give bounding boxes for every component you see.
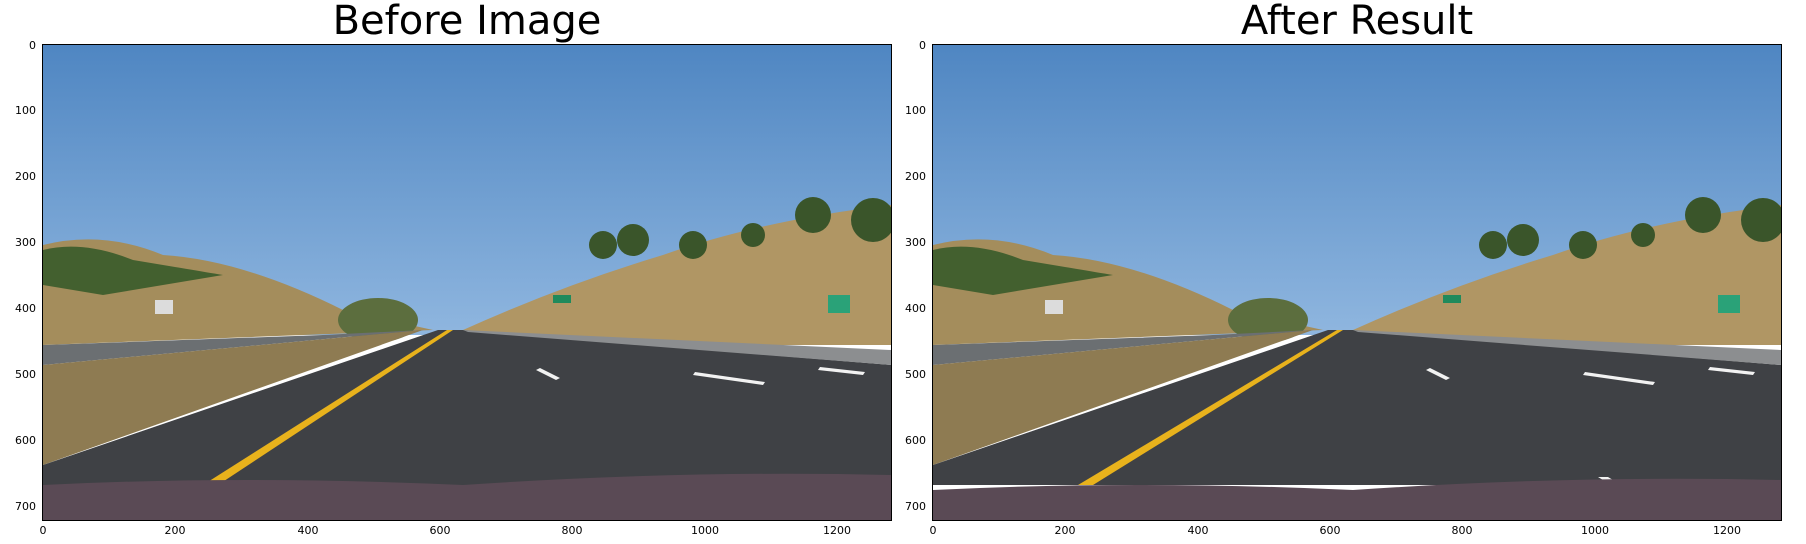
x-tick-label: 600 (429, 524, 451, 537)
x-tick-label: 200 (164, 524, 186, 537)
x-tick-label: 600 (1319, 524, 1341, 537)
road-scene-image (43, 45, 891, 520)
x-tick-label: 400 (297, 524, 319, 537)
road-scene-image (933, 45, 1781, 520)
y-tick-label: 600 (15, 434, 36, 447)
y-tick-label: 100 (905, 104, 926, 117)
x-tick-label: 0 (929, 524, 937, 537)
y-tick-label: 400 (15, 302, 36, 315)
x-tick-label: 400 (1187, 524, 1209, 537)
y-tick-label: 500 (15, 368, 36, 381)
before-panel: Before Image (0, 0, 900, 544)
y-tick-label: 200 (15, 170, 36, 183)
y-tick-label: 200 (905, 170, 926, 183)
x-tick-label: 1200 (1713, 524, 1741, 537)
x-tick-label: 800 (1451, 524, 1473, 537)
x-tick-label: 1200 (823, 524, 851, 537)
before-title: Before Image (332, 0, 602, 44)
x-tick-label: 200 (1054, 524, 1076, 537)
before-image (42, 44, 892, 521)
y-tick-label: 400 (905, 302, 926, 315)
y-tick-label: 100 (15, 104, 36, 117)
x-tick-label: 800 (561, 524, 583, 537)
y-tick-label: 700 (15, 500, 36, 513)
after-image (932, 44, 1782, 521)
y-tick-label: 500 (905, 368, 926, 381)
x-tick-label: 1000 (1581, 524, 1609, 537)
y-tick-label: 700 (905, 500, 926, 513)
y-tick-label: 300 (15, 236, 36, 249)
y-tick-label: 600 (905, 434, 926, 447)
after-title: After Result (1240, 0, 1474, 44)
y-tick-label: 0 (29, 39, 36, 52)
x-tick-label: 1000 (691, 524, 719, 537)
y-tick-label: 0 (919, 39, 926, 52)
y-tick-label: 300 (905, 236, 926, 249)
x-tick-label: 0 (39, 524, 47, 537)
